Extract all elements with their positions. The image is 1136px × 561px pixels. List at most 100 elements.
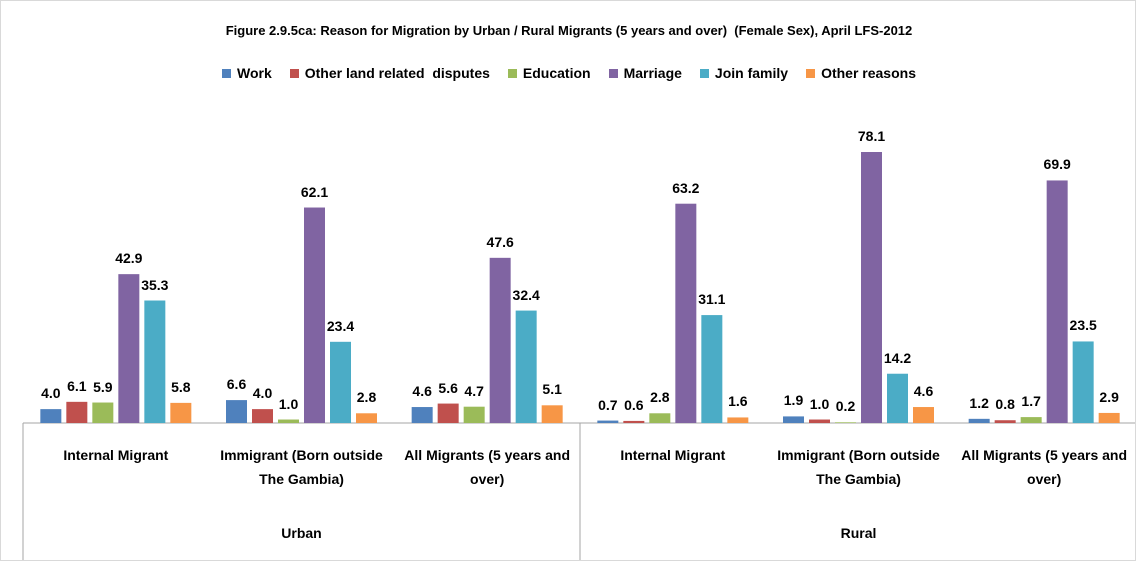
value-label: 1.6 xyxy=(728,393,748,410)
bar xyxy=(649,413,671,423)
value-label: 4.6 xyxy=(913,383,934,400)
bar xyxy=(701,315,723,423)
legend-label: Join family xyxy=(714,65,789,81)
value-label: 23.4 xyxy=(326,317,355,334)
legend-label: Marriage xyxy=(623,65,682,81)
legend-label: Other land related disputes xyxy=(304,65,490,81)
value-label: 4.7 xyxy=(464,382,484,399)
bar xyxy=(437,403,459,423)
bar xyxy=(118,274,140,423)
x-tick-label: Internal Migrant xyxy=(63,447,169,463)
bar xyxy=(170,402,192,423)
bar xyxy=(356,413,377,423)
legend-label: Other reasons xyxy=(821,65,916,81)
value-label: 0.7 xyxy=(598,396,618,413)
bar xyxy=(226,400,247,423)
legend-swatch xyxy=(699,68,709,78)
bar xyxy=(861,152,882,423)
bar xyxy=(1072,341,1094,423)
value-label: 14.2 xyxy=(883,349,912,366)
value-label: 31.1 xyxy=(698,291,726,308)
bar xyxy=(597,420,619,423)
bar xyxy=(144,300,166,423)
value-label: 6.6 xyxy=(226,376,247,393)
legend-item: Join family xyxy=(699,65,789,81)
bar xyxy=(968,418,990,423)
value-label: 5.1 xyxy=(542,381,562,398)
group-label: Rural xyxy=(840,525,877,541)
value-label: 0.2 xyxy=(835,398,856,415)
legend-item: Marriage xyxy=(608,65,682,81)
value-label: 5.9 xyxy=(93,378,113,395)
value-label: 4.0 xyxy=(41,385,61,402)
group-label: Urban xyxy=(281,525,322,541)
legend: Work Other land related disputes Education… xyxy=(1,65,1135,81)
legend-swatch xyxy=(507,68,517,78)
value-label: 6.1 xyxy=(67,377,87,394)
value-label: 47.6 xyxy=(486,233,514,250)
value-label: 78.1 xyxy=(857,128,886,144)
bar xyxy=(783,416,804,423)
bar xyxy=(835,422,856,423)
bar xyxy=(489,257,511,423)
legend-label: Work xyxy=(236,65,272,81)
bar xyxy=(994,420,1016,423)
value-label: 4.6 xyxy=(412,383,432,400)
bar xyxy=(1020,417,1042,423)
bar xyxy=(727,417,749,423)
x-tick-label: Immigrant (Born outside The Gambia) xyxy=(220,447,383,487)
value-label: 4.0 xyxy=(252,385,273,402)
bar xyxy=(515,310,537,423)
bar xyxy=(1046,180,1068,423)
value-label: 32.4 xyxy=(512,286,540,303)
legend-swatch xyxy=(289,68,299,78)
x-tick-label: All Migrants (5 years and over) xyxy=(961,447,1128,487)
bar xyxy=(66,401,88,423)
bar xyxy=(411,407,433,423)
bar xyxy=(887,373,908,423)
legend-swatch xyxy=(221,68,231,78)
bar xyxy=(675,203,697,423)
bar xyxy=(92,402,114,423)
bar xyxy=(463,406,485,423)
legend-swatch xyxy=(608,68,618,78)
value-label: 69.9 xyxy=(1043,156,1071,173)
value-label: 1.0 xyxy=(278,395,299,412)
x-tick-label: Immigrant (Born outside The Gambia) xyxy=(777,447,940,487)
bar xyxy=(252,409,273,423)
value-label: 2.8 xyxy=(356,389,377,406)
value-label: 62.1 xyxy=(300,183,329,200)
x-tick-label: All Migrants (5 years and over) xyxy=(404,447,571,487)
x-tick-label: Internal Migrant xyxy=(620,447,726,463)
value-label: 5.6 xyxy=(438,379,458,396)
bar xyxy=(809,419,830,423)
value-label: 63.2 xyxy=(672,179,700,196)
bar xyxy=(623,420,645,423)
value-label: 0.8 xyxy=(995,396,1015,413)
value-label: 23.5 xyxy=(1069,317,1097,334)
value-label: 1.9 xyxy=(783,392,804,409)
value-label: 2.9 xyxy=(1099,388,1119,405)
value-label: 1.7 xyxy=(1021,393,1041,410)
bar xyxy=(1098,412,1120,423)
bar xyxy=(913,407,934,423)
value-label: 0.6 xyxy=(624,396,644,413)
value-label: 42.9 xyxy=(115,250,143,267)
legend-item: Other reasons xyxy=(806,65,916,81)
legend-item: Work xyxy=(221,65,272,81)
legend-item: Other land related disputes xyxy=(289,65,490,81)
legend-label: Education xyxy=(522,65,591,81)
legend-item: Education xyxy=(507,65,591,81)
bar xyxy=(330,341,351,423)
bar xyxy=(278,419,299,423)
bar xyxy=(541,405,563,423)
value-label: 35.3 xyxy=(141,276,169,293)
chart-title: Figure 2.9.5ca: Reason for Migration by … xyxy=(225,23,913,38)
value-label: 1.0 xyxy=(809,395,830,412)
legend-swatch xyxy=(806,68,816,78)
bar xyxy=(304,207,325,423)
bar xyxy=(40,409,62,423)
value-label: 2.8 xyxy=(650,389,670,406)
